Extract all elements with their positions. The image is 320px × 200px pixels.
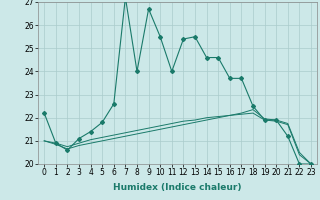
X-axis label: Humidex (Indice chaleur): Humidex (Indice chaleur) bbox=[113, 183, 242, 192]
